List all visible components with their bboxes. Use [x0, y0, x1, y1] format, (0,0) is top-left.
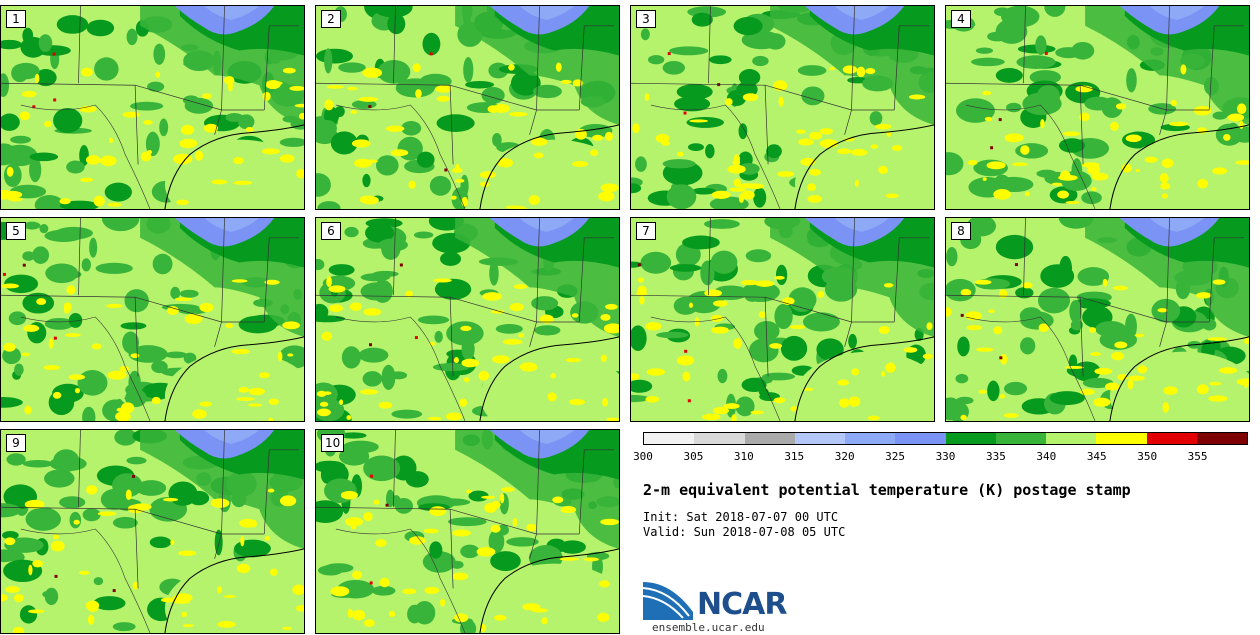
colorbar-tick-label: 315	[784, 450, 805, 463]
stamp-number: 9	[6, 434, 26, 452]
colorbar-swatch	[744, 433, 795, 444]
stamp-panel-6: 6	[315, 217, 620, 422]
colorbar-swatch	[1196, 433, 1247, 444]
colorbar-swatch	[945, 433, 996, 444]
colorbar-swatch	[1096, 433, 1147, 444]
stamp-panel-10: 10	[315, 429, 620, 634]
colorbar-tick-label: 345	[1086, 450, 1107, 463]
theta-e-map	[316, 218, 619, 421]
colorbar-tick-label: 320	[834, 450, 855, 463]
colorbar-tick-label: 310	[733, 450, 754, 463]
stamp-panel-7: 7	[630, 217, 935, 422]
stamp-number: 6	[321, 222, 341, 240]
logo-text: NCAR	[697, 587, 787, 622]
stamp-number: 7	[636, 222, 656, 240]
stamp-number: 3	[636, 10, 656, 28]
colorbar-swatch	[644, 433, 695, 444]
stamp-panel-1: 1	[0, 5, 305, 210]
stamp-number: 1	[6, 10, 26, 28]
theta-e-map	[946, 218, 1249, 421]
colorbar-tick-label: 335	[985, 450, 1006, 463]
colorbar-swatch	[845, 433, 896, 444]
stamp-number: 10	[321, 434, 345, 452]
theta-e-map	[631, 218, 934, 421]
theta-e-map	[631, 6, 934, 209]
colorbar-swatch	[995, 433, 1046, 444]
theta-e-map	[316, 6, 619, 209]
colorbar-swatch	[895, 433, 946, 444]
ncar-logo-icon	[643, 582, 693, 620]
colorbar-swatch	[1046, 433, 1097, 444]
stamp-panel-9: 9	[0, 429, 305, 634]
colorbar-tick-label: 340	[1036, 450, 1057, 463]
colorbar-tick-label: 350	[1137, 450, 1158, 463]
colorbar-swatch	[1146, 433, 1197, 444]
colorbar-swatch	[794, 433, 845, 444]
chart-title: 2-m equivalent potential temperature (K)…	[643, 481, 1131, 499]
stamp-number: 2	[321, 10, 341, 28]
theta-e-map	[1, 430, 304, 633]
stamp-number: 5	[6, 222, 26, 240]
theta-e-map	[1, 218, 304, 421]
stamp-panel-5: 5	[0, 217, 305, 422]
init-time: Init: Sat 2018-07-07 00 UTC	[643, 510, 839, 524]
stamp-panel-8: 8	[945, 217, 1250, 422]
stamp-panel-3: 3	[630, 5, 935, 210]
colorbar-ticks: 300 305 310 315 320 325 330 335 340 345 350 355	[633, 450, 1248, 466]
colorbar-swatch	[694, 433, 745, 444]
theta-e-map	[946, 6, 1249, 209]
stamp-panel-2: 2	[315, 5, 620, 210]
colorbar-tick-label: 325	[885, 450, 906, 463]
colorbar-tick-label: 305	[683, 450, 704, 463]
website-link[interactable]: ensemble.ucar.edu	[652, 621, 765, 634]
stamp-number: 8	[951, 222, 971, 240]
theta-e-map	[316, 430, 619, 633]
colorbar-tick-label: 300	[633, 450, 653, 463]
theta-e-map	[1, 6, 304, 209]
colorbar-tick-label: 330	[935, 450, 956, 463]
valid-time: Valid: Sun 2018-07-08 05 UTC	[643, 525, 846, 539]
colorbar-tick-label: 355	[1187, 450, 1208, 463]
stamp-number: 4	[951, 10, 971, 28]
stamp-panel-4: 4	[945, 5, 1250, 210]
colorbar	[643, 432, 1248, 445]
